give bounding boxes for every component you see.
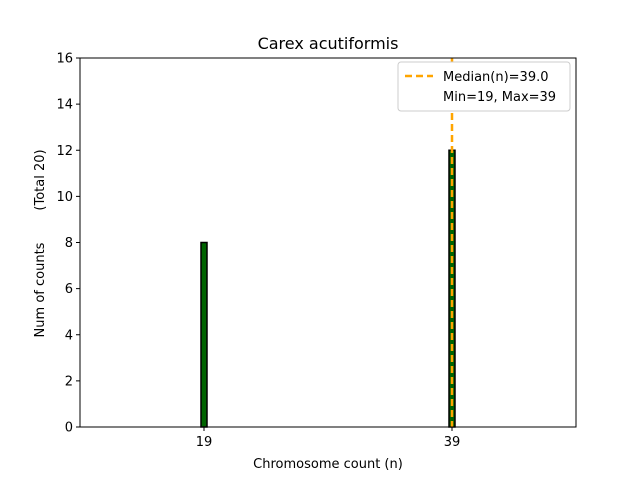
legend-minmax-label: Min=19, Max=39 (443, 90, 556, 105)
y-tick-label-6: 6 (65, 282, 73, 297)
x-tick-label-39: 39 (444, 435, 461, 450)
legend-median-label: Median(n)=39.0 (443, 70, 549, 85)
legend-box (397, 61, 571, 112)
x-axis: 19 39 (196, 427, 461, 450)
legend: Median(n)=39.0 Min=19, Max=39 (397, 61, 571, 112)
y-tick-label-14: 14 (56, 98, 73, 113)
y-tick-label-8: 8 (65, 236, 73, 251)
y-tick-label-12: 12 (56, 144, 73, 159)
y-axis-label: Num of counts (33, 242, 48, 337)
y-tick-label-4: 4 (65, 328, 73, 343)
y-tick-label-2: 2 (65, 374, 73, 389)
y-tick-label-0: 0 (65, 421, 73, 436)
y-axis: 0 2 4 6 8 10 12 14 16 (56, 52, 80, 436)
x-tick-label-19: 19 (196, 435, 213, 450)
y-tick-label-16: 16 (56, 52, 73, 67)
bar-19 (200, 241, 208, 428)
y-tick-label-10: 10 (56, 190, 73, 205)
y-axis-total-label: (Total 20) (33, 149, 48, 210)
chart-title: Carex acutiformis (258, 34, 399, 53)
x-axis-label: Chromosome count (n) (253, 457, 403, 472)
